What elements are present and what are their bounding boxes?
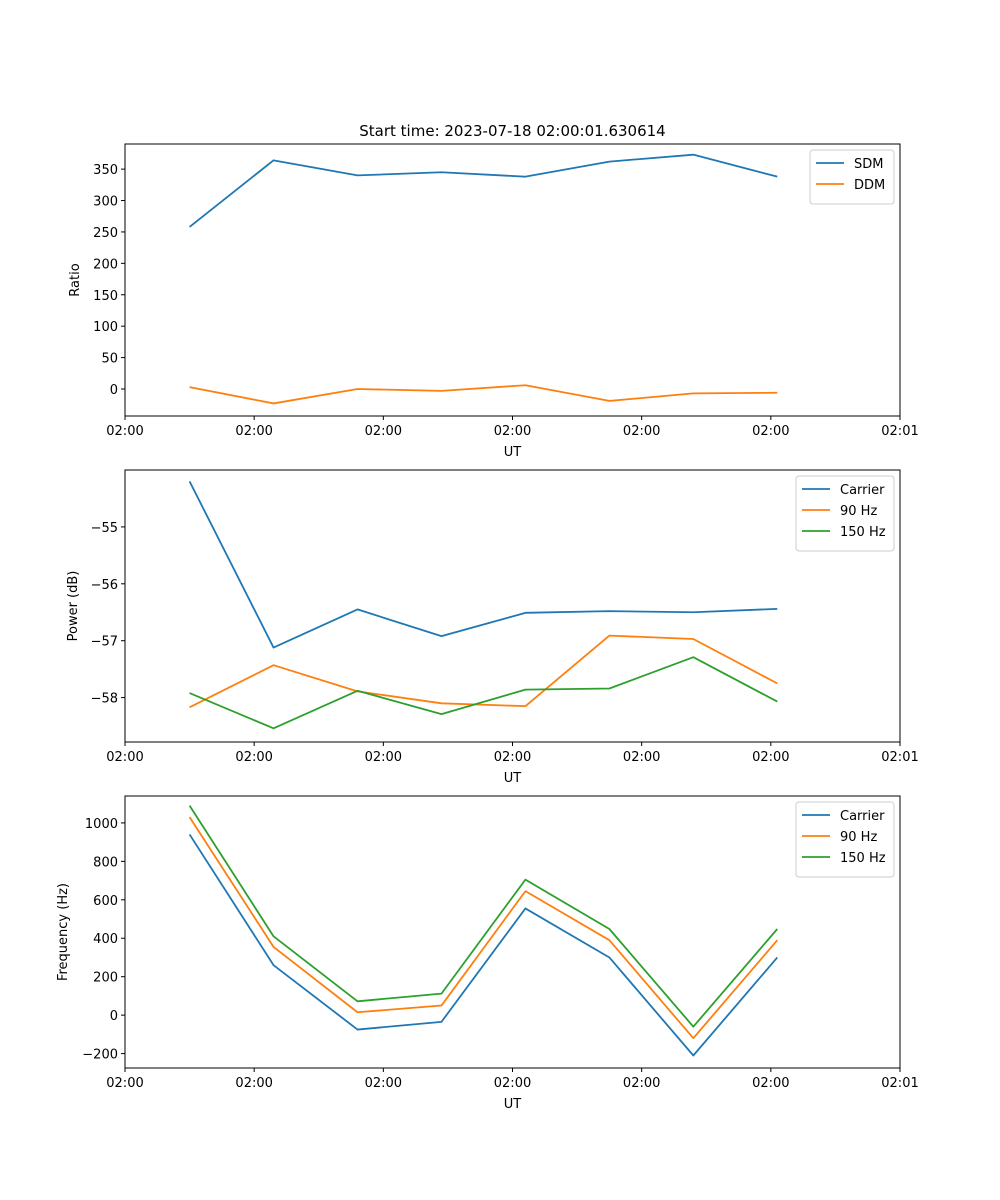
y-tick-label: −55 <box>91 521 118 536</box>
legend-box <box>795 475 895 552</box>
y-tick-label: 300 <box>93 195 118 210</box>
y-tick-label: 600 <box>93 894 118 909</box>
y-tick-label: 100 <box>93 320 118 335</box>
y-tick-label: −58 <box>91 692 118 707</box>
legend-box <box>795 801 895 878</box>
legend-entry: 150 Hz <box>840 851 886 866</box>
x-tick-label: 02:00 <box>494 424 531 439</box>
y-tick-label: 0 <box>110 1009 118 1024</box>
legend-entry: SDM <box>854 157 883 172</box>
x-tick-label: 02:00 <box>623 424 660 439</box>
series-line-carrier <box>188 833 778 1057</box>
series-line-sdm <box>189 153 778 228</box>
legend-entry: Carrier <box>840 483 885 498</box>
y-tick-label: 200 <box>93 971 118 986</box>
legend: SDM DDM <box>809 149 895 205</box>
y-tick-label: −200 <box>82 1048 118 1063</box>
y-tick-label: 1000 <box>85 817 118 832</box>
x-tick-label: 02:00 <box>235 750 272 765</box>
legend-entry: DDM <box>854 178 885 193</box>
y-axis-label: Ratio <box>68 263 83 296</box>
y-tick-label: 200 <box>93 257 118 272</box>
y-axis-label: Power (dB) <box>66 571 81 642</box>
y-tick-label: 350 <box>93 163 118 178</box>
x-axis-label: UT <box>504 771 522 786</box>
figure-title: Start time: 2023-07-18 02:00:01.630614 <box>359 122 665 140</box>
panel-1: 02:00 02:00 02:00 02:00 02:00 02:00 02:01 UT 0 50… <box>68 143 919 460</box>
x-tick-label: 02:00 <box>365 424 402 439</box>
x-axis-label: UT <box>504 1097 522 1112</box>
series-line-90-hz <box>188 816 778 1040</box>
legend: Carrier 90 Hz 150 Hz <box>795 475 895 552</box>
plots: 02:00 02:00 02:00 02:00 02:00 02:00 02:01 UT 0 50… <box>56 143 919 1112</box>
x-tick-label: 02:01 <box>881 1076 918 1091</box>
y-tick-label: 150 <box>93 289 118 304</box>
y-tick-label: −57 <box>91 635 118 650</box>
series-line-90-hz <box>189 634 778 709</box>
x-tick-label: 02:00 <box>106 1076 143 1091</box>
x-tick-label: 02:00 <box>494 750 531 765</box>
x-tick-label: 02:00 <box>623 1076 660 1091</box>
series-line-ddm <box>189 384 778 405</box>
x-tick-label: 02:00 <box>752 424 789 439</box>
x-tick-label: 02:00 <box>106 750 143 765</box>
x-tick-label: 02:00 <box>365 1076 402 1091</box>
x-tick-label: 02:00 <box>623 750 660 765</box>
y-tick-label: −56 <box>91 578 118 593</box>
series-line-150-hz <box>189 656 778 730</box>
legend-entry: Carrier <box>840 809 885 824</box>
legend-entry: 90 Hz <box>840 830 877 845</box>
y-tick-label: 400 <box>93 932 118 947</box>
panel-3: 02:00 02:00 02:00 02:00 02:00 02:00 02:01 UT −20… <box>56 795 919 1112</box>
x-tick-label: 02:01 <box>881 750 918 765</box>
panel-2: 02:00 02:00 02:00 02:00 02:00 02:00 02:01 UT −55… <box>66 469 919 786</box>
x-tick-label: 02:00 <box>106 424 143 439</box>
x-tick-label: 02:01 <box>881 424 918 439</box>
x-tick-label: 02:00 <box>494 1076 531 1091</box>
series-line-carrier <box>188 480 778 649</box>
y-tick-label: 50 <box>101 352 118 367</box>
y-tick-label: 0 <box>110 383 118 398</box>
legend-entry: 90 Hz <box>840 504 877 519</box>
x-tick-label: 02:00 <box>235 1076 272 1091</box>
series-line-150-hz <box>188 805 778 1028</box>
legend-entry: 150 Hz <box>840 525 886 540</box>
x-tick-label: 02:00 <box>365 750 402 765</box>
y-tick-label: 800 <box>93 855 118 870</box>
legend: Carrier 90 Hz 150 Hz <box>795 801 895 878</box>
y-axis-label: Frequency (Hz) <box>56 883 71 981</box>
x-tick-label: 02:00 <box>752 1076 789 1091</box>
x-tick-label: 02:00 <box>752 750 789 765</box>
y-tick-label: 250 <box>93 226 118 241</box>
x-axis-label: UT <box>504 445 522 460</box>
x-tick-label: 02:00 <box>235 424 272 439</box>
